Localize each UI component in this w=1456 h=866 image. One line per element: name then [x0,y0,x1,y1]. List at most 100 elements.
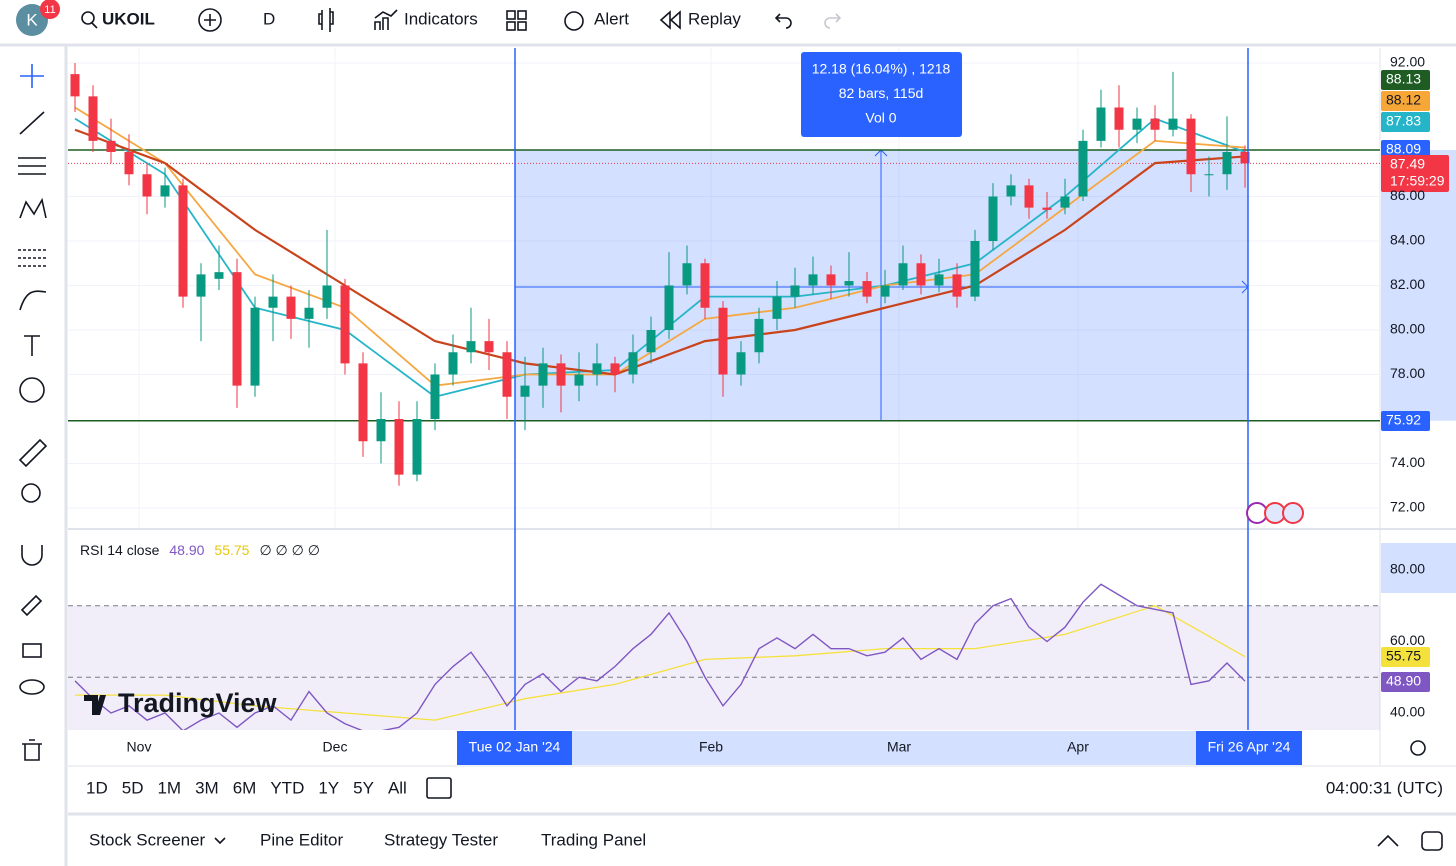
y-tick-label: 72.00 [1390,499,1425,515]
layout-icon[interactable] [506,10,516,20]
timeframe[interactable]: 3M [195,778,219,797]
replay[interactable]: Replay [688,9,741,28]
timeframe[interactable]: All [388,778,407,797]
x-tick-label: Nov [127,739,152,755]
redo-icon[interactable] [824,13,842,29]
fib-tool[interactable] [18,157,46,175]
maximize-icon[interactable] [1421,831,1443,851]
undo-icon[interactable] [774,13,792,29]
candle-body [700,263,710,308]
y-tick-label: 74.00 [1390,454,1425,470]
candle-body [808,274,818,286]
candle-body [286,296,296,319]
rsi-legend-item: 55.75 [214,542,249,558]
bottom-tab[interactable]: Strategy Tester [384,830,498,849]
rsi-badge [1381,647,1430,667]
interval[interactable]: D [263,9,275,28]
dropdown-icon[interactable] [214,837,226,845]
candle-body [142,174,152,197]
hide-tool[interactable] [19,679,45,695]
indicators-icon [374,9,398,30]
bottom-panel [68,812,1456,866]
candle-body [1006,185,1016,197]
y-tick-label: 80.00 [1390,321,1425,337]
axis-highlight [1381,543,1456,593]
candle-body [502,352,512,397]
candle-body [250,307,260,386]
line-tool[interactable] [19,111,45,135]
timeframe[interactable]: 5D [122,778,144,797]
moving-average [74,128,1246,376]
delete-tool[interactable] [22,739,42,761]
settings-icon[interactable] [1410,740,1426,756]
forecast-tool[interactable] [18,249,46,267]
candle-body [970,241,980,297]
axis-highlight [515,731,1248,765]
bottom-tab[interactable]: Pine Editor [260,830,343,849]
magnet-tool[interactable] [21,545,43,566]
candle-body [160,185,170,197]
measure-text: 82 bars, 115d [839,85,924,101]
candle-body [574,374,584,386]
candle-body [934,274,944,286]
candle-body [520,385,530,397]
rsi-legend-item: 48.90 [169,542,204,558]
timeframe[interactable]: 1M [157,778,181,797]
search-icon [91,22,98,29]
candle-body [1222,152,1232,175]
timeframe[interactable]: 6M [233,778,257,797]
axis-highlight [1381,149,1456,421]
candle-body [268,296,278,308]
layout-icon [506,21,516,31]
pattern-tool[interactable] [19,197,47,219]
candle-body [1132,118,1142,130]
bottom-tab[interactable]: Stock Screener [89,830,206,849]
symbol[interactable]: UKOIL [102,9,155,28]
y-tick-label: 86.00 [1390,187,1425,203]
bottom-tab[interactable]: Trading Panel [541,830,646,849]
replay-icon [659,10,681,30]
y-tick-label: 84.00 [1390,232,1425,248]
x-tick-label: Feb [699,739,723,755]
add-icon [204,14,216,26]
y-tick-label: 78.00 [1390,365,1425,381]
candles-icon[interactable] [318,8,334,32]
add-icon[interactable] [198,8,222,32]
event-icon[interactable] [1282,502,1304,524]
zoom-tool[interactable] [21,483,41,503]
draw-mode-tool[interactable] [20,594,43,617]
collapse-icon[interactable] [1377,834,1399,847]
emoji-tool[interactable] [19,377,45,403]
timeframe[interactable]: 1Y [318,778,339,797]
candle-body [1240,152,1250,164]
rsi-legend-item: RSI 14 close [80,542,160,558]
candle-body [556,363,566,386]
timeframe[interactable]: 1D [86,778,108,797]
indicators[interactable]: Indicators [404,9,478,28]
rsi-band [68,605,1380,730]
line-badge-label: 75.92 [1386,412,1421,428]
layout-icon [517,10,527,20]
lock-tool[interactable] [22,643,42,658]
avatar[interactable] [16,4,48,36]
candle-body [1060,196,1070,208]
candle-body [826,274,836,286]
timeframe[interactable]: 5Y [353,778,374,797]
ruler-tool[interactable] [18,438,48,468]
alert[interactable]: Alert [594,9,629,28]
price-badge-label: 88.12 [1386,92,1421,108]
rsi-pane [68,583,1380,730]
rsi-tick-label: 40.00 [1390,704,1425,720]
text-tool[interactable] [24,335,40,356]
candle-body [1204,174,1214,176]
brush-tool[interactable] [19,290,47,311]
rsi-badge [1381,672,1430,692]
candle-body [124,152,134,175]
candle-body [466,341,476,353]
timeframe[interactable]: YTD [270,778,304,797]
date-range-icon[interactable] [426,777,452,799]
candle-body [88,96,98,141]
candle-body [358,363,368,442]
crosshair-tool[interactable] [20,64,44,88]
